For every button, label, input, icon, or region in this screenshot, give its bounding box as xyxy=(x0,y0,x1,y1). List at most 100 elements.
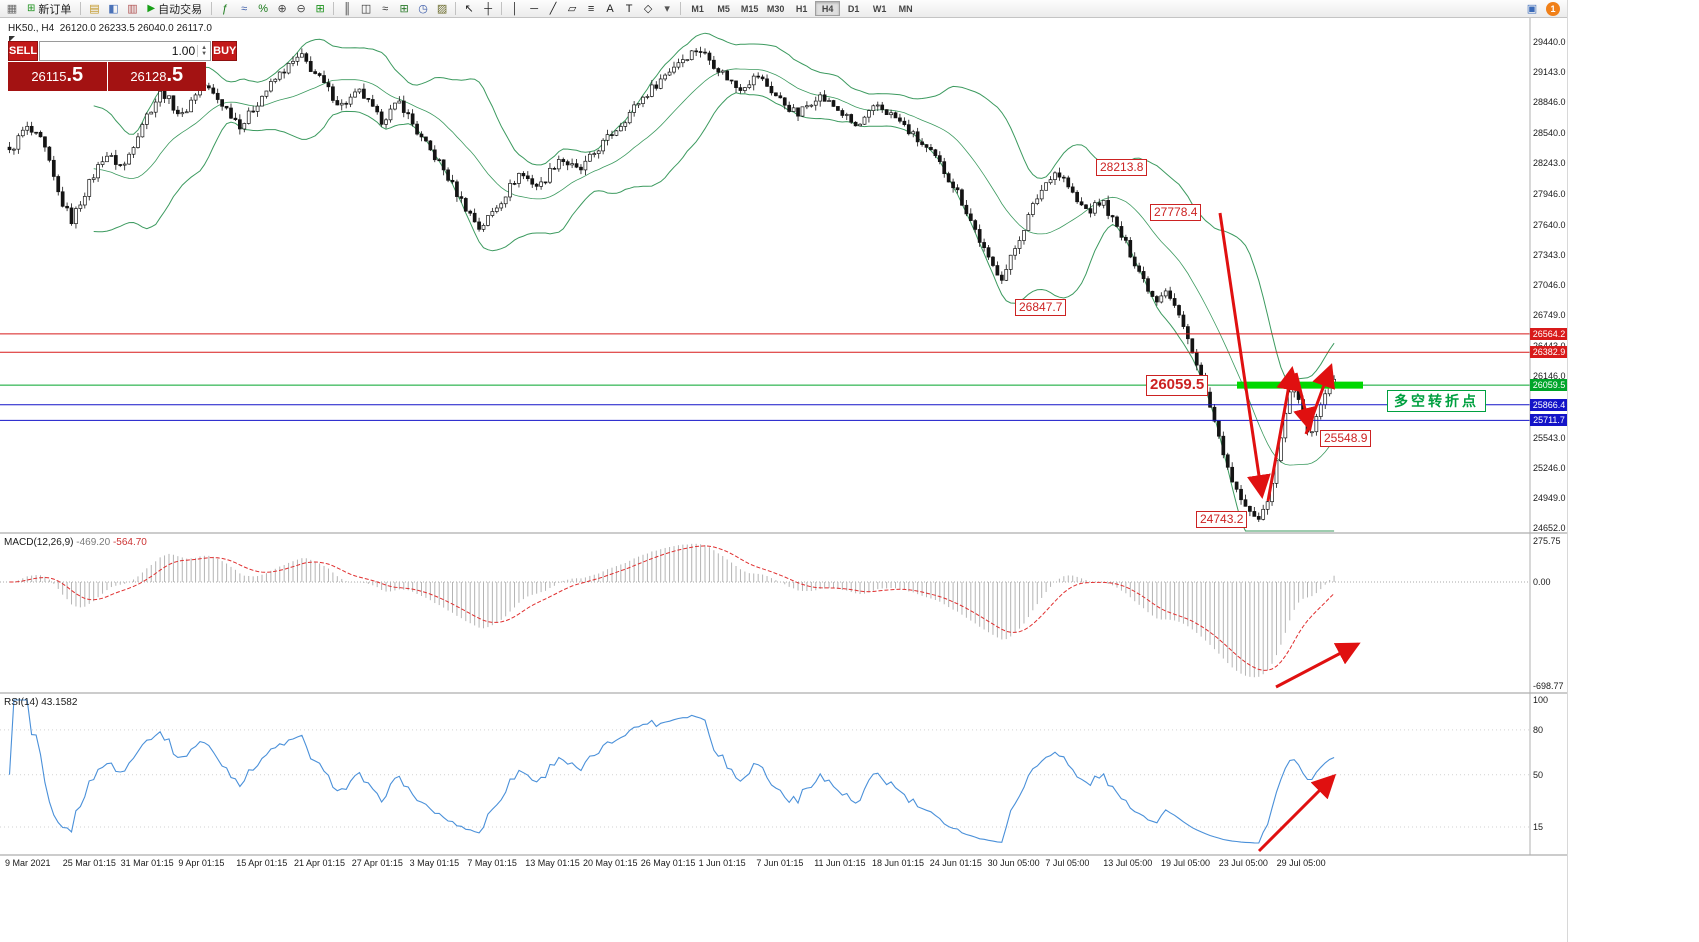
toolbar-separator xyxy=(80,2,82,15)
rsi-value: 43.1582 xyxy=(41,697,78,708)
arrows-objects-icon[interactable]: ◇ xyxy=(643,3,653,15)
macd-main-value: -469.20 xyxy=(76,537,111,548)
volume-input[interactable] xyxy=(40,44,198,58)
tile-windows-icon[interactable]: ⊞ xyxy=(315,3,325,15)
cursor-icon[interactable]: ↖ xyxy=(464,3,474,15)
oneclick-collapse-icon[interactable] xyxy=(9,36,15,42)
profiles-icon[interactable]: ▤ xyxy=(89,3,100,15)
time-axis-label: 1 Jun 01:15 xyxy=(698,858,746,868)
community-icon[interactable]: ▣ xyxy=(1526,3,1538,15)
toolbar-group-chart-tools: ƒ ≈% ⊕ ⊖ ⊞ ║ ◫ ≈ ⊞ ◷ ▨ ↖ ┼ │ ─ ╱ ▱ ≡ A T ◇ ▾ xyxy=(216,1,684,17)
pane-separators[interactable] xyxy=(0,18,1568,856)
buy-button[interactable]: BUY xyxy=(212,41,238,61)
volume-field[interactable]: ▲▼ xyxy=(39,41,212,61)
bollinger-middle xyxy=(93,68,1335,466)
indicator-window-icon[interactable]: ≈ xyxy=(241,2,248,15)
time-axis-label: 15 Apr 01:15 xyxy=(236,858,288,868)
timeframe-button-h1[interactable]: H1 xyxy=(789,1,814,16)
new-chart-icon[interactable]: ▦ xyxy=(6,3,18,15)
timeframe-button-m15[interactable]: M15 xyxy=(737,1,762,16)
fibonacci-icon[interactable]: ≡ xyxy=(587,2,595,15)
percent-scale-icon[interactable]: % xyxy=(258,2,268,15)
trend-arrow xyxy=(1293,372,1317,432)
indicators-icon[interactable]: ƒ xyxy=(222,2,229,15)
macd-signal-value: -564.70 xyxy=(112,537,147,548)
sell-price-pip: .5 xyxy=(66,64,84,86)
chart-canvas[interactable] xyxy=(0,0,1568,942)
new-order-button[interactable]: ⊞ 新订单 xyxy=(22,1,76,17)
time-axis-label: 27 Apr 01:15 xyxy=(351,858,403,868)
toolbar-separator xyxy=(211,2,213,15)
templates-icon[interactable]: ▨ xyxy=(436,3,448,15)
price-axis-label: 27640.0 xyxy=(1533,219,1566,230)
bars-chart-icon[interactable]: ║ xyxy=(343,2,351,15)
macd-indicator-label: MACD(12,26,9) -469.20 -564.70 xyxy=(4,537,147,548)
equidistant-channel-icon[interactable]: ▱ xyxy=(567,3,577,15)
price-axis-label: 27046.0 xyxy=(1533,279,1566,290)
time-axis-label: 21 Apr 01:15 xyxy=(294,858,346,868)
notification-badge[interactable]: 1 xyxy=(1546,1,1560,16)
price-annotation[interactable]: 24743.2 xyxy=(1196,511,1248,528)
trend-arrow xyxy=(1266,366,1301,502)
price-axis-label: 27946.0 xyxy=(1533,188,1566,199)
timeframe-button-m30[interactable]: M30 xyxy=(763,1,788,16)
data-window-icon[interactable]: ▥ xyxy=(127,3,138,15)
bollinger-upper xyxy=(93,32,1335,382)
time-axis-label: 26 May 01:15 xyxy=(640,858,696,868)
price-axis-badge: 26564.2 xyxy=(1530,327,1567,340)
vertical-line-icon[interactable]: │ xyxy=(511,2,519,15)
market-watch-icon[interactable]: ◧ xyxy=(108,3,119,15)
timeframe-button-mn[interactable]: MN xyxy=(893,1,918,16)
price-axis-badge: 26382.9 xyxy=(1530,346,1567,359)
price-annotation[interactable]: 28213.8 xyxy=(1096,159,1148,176)
trend-arrows[interactable] xyxy=(1218,212,1361,853)
timeframe-button-m1[interactable]: M1 xyxy=(685,1,710,16)
trendline-icon[interactable]: ╱ xyxy=(549,3,557,15)
price-annotation[interactable]: 25548.9 xyxy=(1320,430,1372,447)
text-label-icon[interactable]: T xyxy=(625,2,633,15)
volume-down-icon[interactable]: ▼ xyxy=(201,51,208,57)
line-chart-icon[interactable]: ≈ xyxy=(382,2,389,15)
time-axis-label: 30 Jun 05:00 xyxy=(987,858,1040,868)
time-axis-label: 19 Jul 05:00 xyxy=(1161,858,1211,868)
time-axis-label: 7 May 01:15 xyxy=(467,858,517,868)
buy-price-tile[interactable]: 26128.5 xyxy=(107,62,206,91)
price-annotation[interactable]: 26059.5 xyxy=(1146,375,1209,396)
time-axis-label: 9 Mar 2021 xyxy=(5,858,51,868)
zoom-out-icon[interactable]: ⊖ xyxy=(296,3,306,15)
price-annotation[interactable]: 26847.7 xyxy=(1015,299,1067,316)
time-axis-label: 7 Jun 01:15 xyxy=(756,858,804,868)
timeframe-button-d1[interactable]: D1 xyxy=(841,1,866,16)
timeframe-button-h4[interactable]: H4 xyxy=(815,1,841,16)
autotrade-button[interactable]: ▶ 自动交易 xyxy=(142,1,207,17)
price-lines[interactable] xyxy=(0,333,1530,421)
text-icon[interactable]: A xyxy=(606,2,614,15)
time-axis-label: 13 May 01:15 xyxy=(525,858,580,868)
candlesticks xyxy=(7,46,1336,522)
price-annotation[interactable]: 27778.4 xyxy=(1150,204,1202,221)
price-axis-label: 26146.0 xyxy=(1533,371,1566,382)
toolbar-separator xyxy=(501,2,503,15)
new-order-label: 新订单 xyxy=(38,3,72,16)
objects-dropdown-icon[interactable]: ▾ xyxy=(664,3,670,15)
rsi-pane xyxy=(0,699,1530,844)
timeframe-button-w1[interactable]: W1 xyxy=(867,1,892,16)
timeframe-button-m5[interactable]: M5 xyxy=(711,1,736,16)
add-chart-icon[interactable]: ⊞ xyxy=(399,3,409,15)
trade-panel-controls-row: SELL ▲▼ BUY xyxy=(8,41,238,61)
period-clock-icon[interactable]: ◷ xyxy=(418,3,428,15)
toolbar-separator xyxy=(680,2,682,15)
macd-axis-label: 275.75 xyxy=(1533,535,1561,546)
horizontal-line-icon[interactable]: ─ xyxy=(530,2,538,15)
sell-button[interactable]: SELL xyxy=(8,41,39,61)
time-axis-label: 25 Mar 01:15 xyxy=(62,858,116,868)
crosshair-icon[interactable]: ┼ xyxy=(484,2,492,15)
zoom-in-icon[interactable]: ⊕ xyxy=(277,3,287,15)
sell-price-tile[interactable]: 26115.5 xyxy=(8,62,107,91)
volume-up-icon[interactable]: ▲ xyxy=(201,45,208,51)
new-order-plus-icon: ⊞ xyxy=(27,3,36,14)
trend-arrow xyxy=(1304,363,1336,435)
turning-point-note[interactable]: 多空转折点 xyxy=(1387,390,1486,412)
rsi-axis-label: 100 xyxy=(1533,695,1549,705)
candles-chart-icon[interactable]: ◫ xyxy=(360,3,372,15)
